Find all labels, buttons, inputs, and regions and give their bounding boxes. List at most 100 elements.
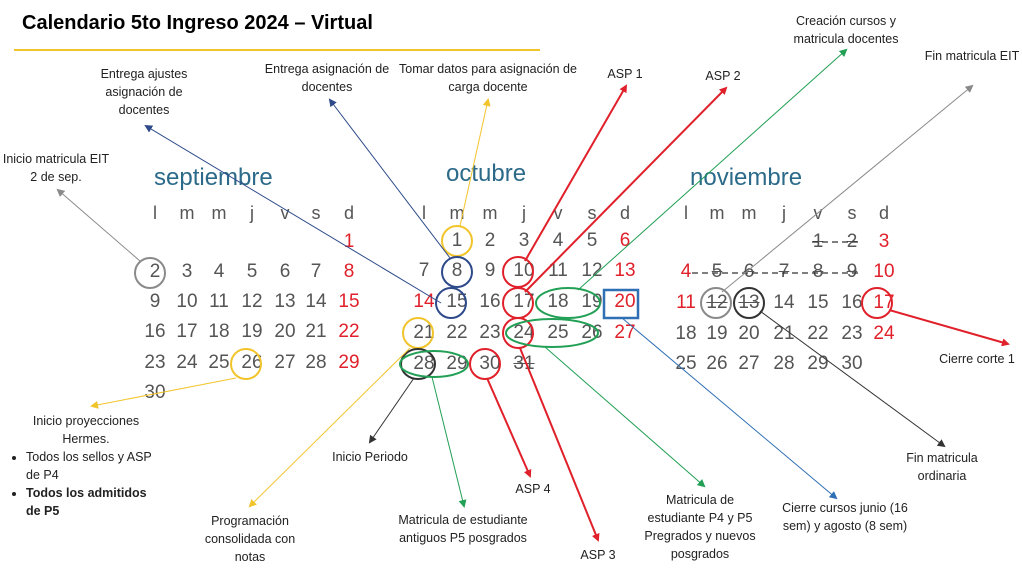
calendar-day-octubre-10: 10 <box>513 260 535 281</box>
annotation-inicio-eit: Inicio matricula EIT 2 de sep. <box>2 152 110 184</box>
calendar-day-septiembre-9: 9 <box>149 291 161 312</box>
annotation-bullet-2: Todos los admitidos de P5 <box>26 484 164 520</box>
weekday-header: s <box>587 203 597 223</box>
calendar-day-septiembre-27: 27 <box>274 352 296 373</box>
annotation-bullet-1: Todos los sellos y ASP de P4 <box>26 448 164 484</box>
page-title: Calendario 5to Ingreso 2024 – Virtual <box>22 12 373 34</box>
calendar-day-septiembre-20: 20 <box>274 321 296 342</box>
calendar-day-noviembre-10: 10 <box>873 261 895 282</box>
calendar-day-septiembre-26: 26 <box>241 352 263 373</box>
highlight-oct-10 <box>502 256 534 288</box>
arrow-matricula-antiguos <box>431 376 467 508</box>
calendar-day-noviembre-6: 6 <box>743 261 755 282</box>
weekday-header: j <box>250 203 254 223</box>
calendar-day-noviembre-9: 9 <box>846 261 858 282</box>
calendar-day-noviembre-21: 21 <box>773 323 795 344</box>
arrow-entrega-ajustes <box>144 124 442 304</box>
calendar-day-septiembre-14: 14 <box>305 291 327 312</box>
calendar-day-septiembre-17: 17 <box>176 321 198 342</box>
annotation-bullet-list: Todos los sellos y ASP de P4 Todos los a… <box>8 448 164 520</box>
calendar-day-septiembre-24: 24 <box>176 352 198 373</box>
weekday-header: l <box>422 203 426 223</box>
weekday-header: v <box>553 203 563 223</box>
annotation-fin-ordinaria: Fin matricula ordinaria <box>906 451 978 483</box>
calendar-day-septiembre-1: 1 <box>343 231 355 252</box>
annotation-asp4: ASP 4 <box>515 482 551 496</box>
calendar-day-noviembre-5: 5 <box>711 261 723 282</box>
arrow-asp1 <box>524 84 627 262</box>
highlight-oct-30 <box>469 348 501 380</box>
calendar-day-septiembre-25: 25 <box>208 352 230 373</box>
highlight-oct-21 <box>402 317 434 349</box>
calendar-day-septiembre-4: 4 <box>213 261 225 282</box>
calendar-day-octubre-7: 7 <box>418 260 430 281</box>
highlight-nov-12 <box>700 287 732 319</box>
calendar-day-septiembre-2: 2 <box>149 261 161 282</box>
arrow-asp4 <box>486 377 532 478</box>
weekday-header: l <box>684 203 688 223</box>
annotation-programacion: Programación consolidada con notas <box>204 514 296 564</box>
calendar-day-noviembre-18: 18 <box>675 323 697 344</box>
calendar-day-octubre-13: 13 <box>614 260 636 281</box>
calendar-day-septiembre-11: 11 <box>209 291 229 312</box>
annotation-cierre-cursos: Cierre cursos junio (16 sem) y agosto (8… <box>782 501 908 533</box>
calendar-day-octubre-4: 4 <box>552 230 564 251</box>
calendar-day-noviembre-22: 22 <box>807 323 829 344</box>
annotation-fin-eit: Fin matricula EIT <box>924 49 1020 63</box>
weekday-header: m <box>482 203 498 223</box>
annotation-inicio-proyecciones: Inicio proyecciones Hermes. Todos los se… <box>8 412 164 520</box>
calendar-day-octubre-25: 25 <box>547 322 569 343</box>
weekday-header: d <box>619 203 630 223</box>
annotation-inicio-proyecciones-title: Inicio proyecciones Hermes. <box>32 414 140 446</box>
calendar-day-noviembre-30: 30 <box>841 353 863 374</box>
arrow-matricula-p4 <box>544 346 706 488</box>
arrow-inicio-periodo <box>368 377 415 444</box>
calendar-day-octubre-24: 24 <box>513 322 535 343</box>
weekday-header: m <box>709 203 725 223</box>
calendar-day-noviembre-13: 13 <box>738 292 760 313</box>
calendar-day-octubre-15: 15 <box>446 291 468 312</box>
arrow-asp2 <box>524 86 728 293</box>
annotation-entrega-asignacion: Entrega asignación de docentes <box>264 62 390 94</box>
arrow-inicio-proyecciones <box>90 377 237 409</box>
calendar-day-noviembre-23: 23 <box>841 323 863 344</box>
arrow-cierre-corte <box>888 309 1010 347</box>
title-underline <box>14 49 540 51</box>
highlight-oct-15 <box>435 287 467 319</box>
annotation-cierre-corte: Cierre corte 1 <box>939 352 1015 366</box>
calendar-day-septiembre-5: 5 <box>246 261 258 282</box>
arrow-asp3 <box>519 347 600 542</box>
calendar-day-octubre-2: 2 <box>484 230 496 251</box>
calendar-day-octubre-9: 9 <box>484 260 496 281</box>
calendar-day-noviembre-8: 8 <box>812 261 824 282</box>
calendar-day-septiembre-15: 15 <box>338 291 360 312</box>
calendar-day-noviembre-7: 7 <box>778 261 790 282</box>
arrow-inicio-eit <box>56 188 141 262</box>
calendar-day-octubre-28: 28 <box>413 353 435 374</box>
annotation-matricula-antiguos: Matricula de estudiante antiguos P5 posg… <box>398 513 528 545</box>
calendar-day-septiembre-3: 3 <box>181 261 193 282</box>
calendar-day-noviembre-28: 28 <box>773 353 795 374</box>
month-title-octubre: octubre <box>446 160 527 187</box>
calendar-day-octubre-8: 8 <box>451 260 463 281</box>
calendar-day-noviembre-19: 19 <box>706 323 728 344</box>
highlight-nov-13 <box>733 287 765 319</box>
calendar-day-octubre-1: 1 <box>451 230 463 251</box>
calendar-day-octubre-22: 22 <box>446 322 468 343</box>
calendar-day-noviembre-24: 24 <box>873 323 895 344</box>
calendar-day-septiembre-7: 7 <box>310 261 322 282</box>
highlight-oct-24-26 <box>505 318 599 348</box>
annotation-creacion: Creación cursos y matricula docentes <box>793 14 899 46</box>
highlight-oct-28-29 <box>399 350 469 378</box>
calendar-day-octubre-18: 18 <box>547 291 569 312</box>
calendar-day-noviembre-27: 27 <box>738 353 760 374</box>
highlight-oct-17 <box>502 287 534 319</box>
calendar-day-septiembre-23: 23 <box>144 352 166 373</box>
calendar-day-octubre-26: 26 <box>581 322 603 343</box>
calendar-day-noviembre-14: 14 <box>773 292 795 313</box>
calendar-day-octubre-3: 3 <box>518 230 530 251</box>
weekday-header: d <box>878 203 889 223</box>
calendar-day-septiembre-22: 22 <box>338 321 360 342</box>
month-title-septiembre: septiembre <box>154 164 273 191</box>
calendar-day-noviembre-29: 29 <box>807 353 829 374</box>
